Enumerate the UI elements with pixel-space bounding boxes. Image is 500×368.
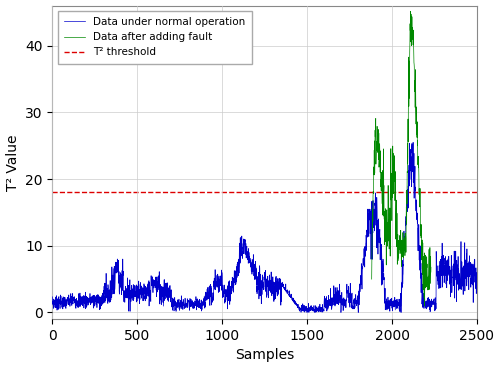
X-axis label: Samples: Samples — [235, 348, 294, 362]
Data after adding fault — [428, 265, 434, 269]
Data after adding fault — [368, 277, 374, 282]
Legend: Data under normal operation, Data after adding fault, T² threshold: Data under normal operation, Data after … — [58, 11, 252, 64]
Data after adding fault — [404, 221, 409, 226]
Line: Data after adding fault: Data after adding fault — [372, 11, 431, 306]
Data under normal operation — [50, 295, 56, 299]
Data under normal operation — [356, 310, 362, 315]
Data after adding fault — [426, 274, 432, 278]
Data under normal operation — [395, 303, 401, 308]
Data under normal operation — [410, 140, 416, 145]
Data after adding fault — [396, 239, 402, 243]
Data under normal operation — [58, 300, 64, 304]
Data after adding fault — [428, 268, 434, 273]
Data after adding fault — [400, 238, 406, 242]
Data under normal operation — [286, 293, 292, 298]
Data after adding fault — [422, 304, 428, 308]
Data under normal operation — [214, 273, 220, 277]
Y-axis label: T² Value: T² Value — [6, 134, 20, 191]
Data after adding fault — [384, 230, 390, 235]
T² threshold — [50, 190, 56, 195]
Data under normal operation — [474, 270, 480, 275]
Data under normal operation — [412, 192, 418, 196]
Data under normal operation — [428, 298, 434, 302]
Line: Data under normal operation: Data under normal operation — [52, 142, 477, 312]
Data after adding fault — [408, 9, 414, 14]
T² threshold — [50, 190, 56, 195]
